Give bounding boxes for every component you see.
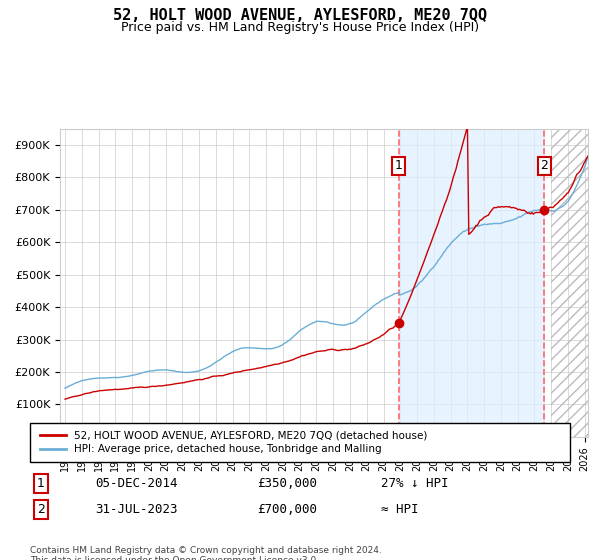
Bar	[551, 129, 596, 437]
Text: Contains HM Land Registry data © Crown copyright and database right 2024.
This d: Contains HM Land Registry data © Crown c…	[30, 546, 382, 560]
Text: £700,000: £700,000	[257, 503, 317, 516]
Text: 1: 1	[37, 477, 45, 490]
Text: 1: 1	[395, 159, 403, 172]
FancyBboxPatch shape	[30, 423, 570, 462]
Text: £350,000: £350,000	[257, 477, 317, 490]
Text: 2: 2	[37, 503, 45, 516]
Text: 27% ↓ HPI: 27% ↓ HPI	[381, 477, 449, 490]
Text: 31-JUL-2023: 31-JUL-2023	[95, 503, 178, 516]
Text: ≈ HPI: ≈ HPI	[381, 503, 419, 516]
Bar	[399, 129, 544, 437]
Text: 05-DEC-2014: 05-DEC-2014	[95, 477, 178, 490]
Text: 2: 2	[540, 159, 548, 172]
Legend: 52, HOLT WOOD AVENUE, AYLESFORD, ME20 7QQ (detached house), HPI: Average price, : 52, HOLT WOOD AVENUE, AYLESFORD, ME20 7Q…	[35, 426, 431, 459]
Text: Price paid vs. HM Land Registry's House Price Index (HPI): Price paid vs. HM Land Registry's House …	[121, 21, 479, 34]
Bar	[551, 129, 596, 437]
Text: 52, HOLT WOOD AVENUE, AYLESFORD, ME20 7QQ: 52, HOLT WOOD AVENUE, AYLESFORD, ME20 7Q…	[113, 8, 487, 24]
